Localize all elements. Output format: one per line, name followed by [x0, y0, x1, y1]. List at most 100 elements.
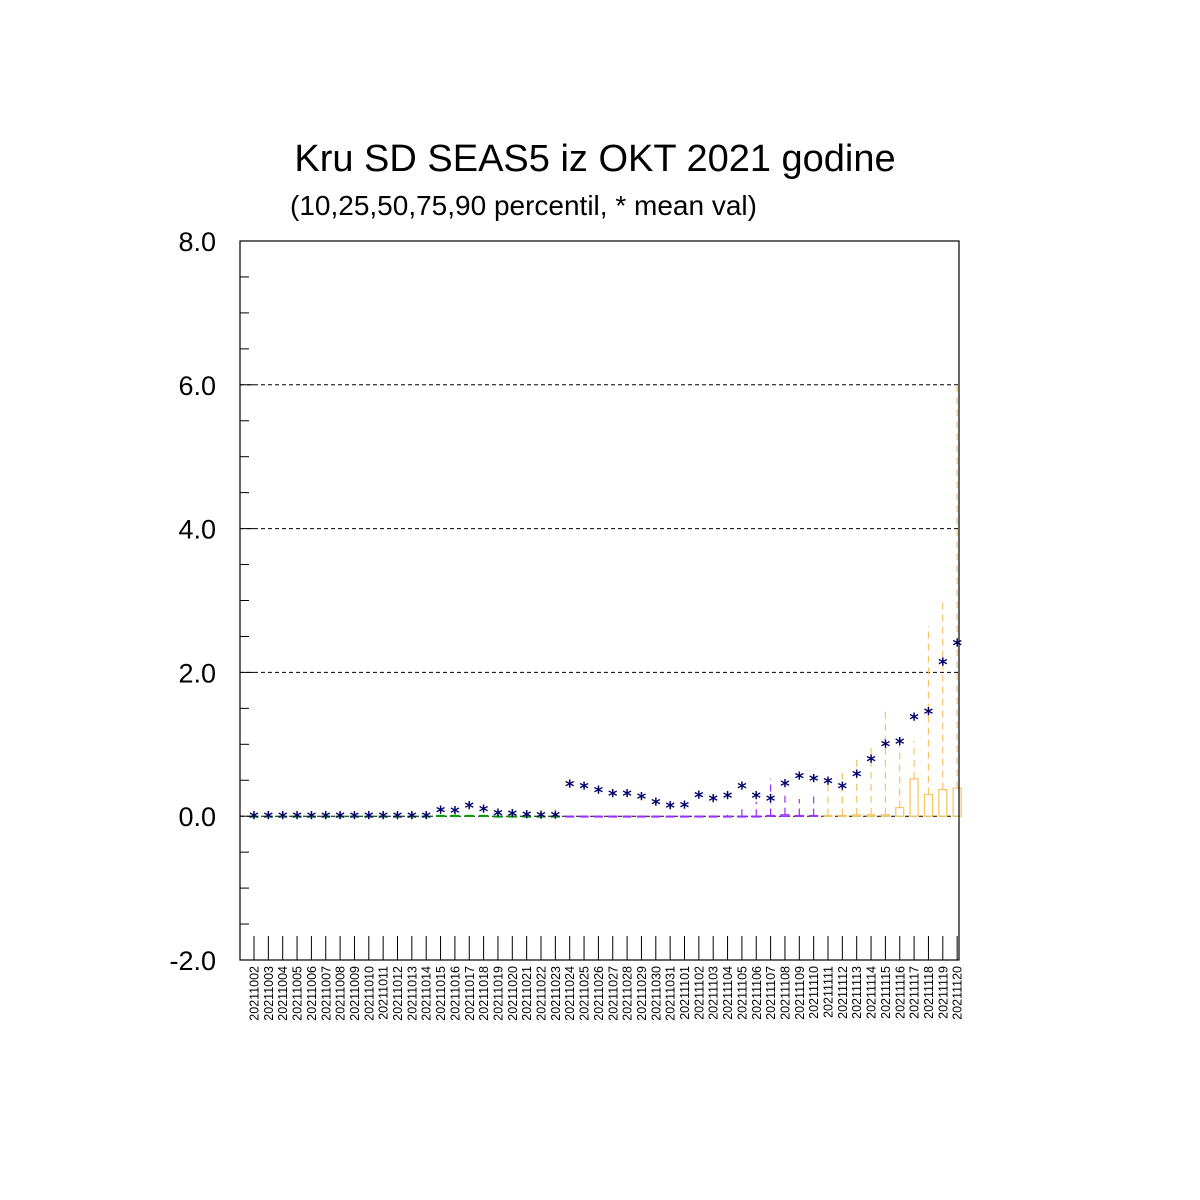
minor-tick-layer — [240, 276, 249, 925]
mean-marker: * — [723, 788, 733, 809]
x-tick-label: 20211028 — [621, 966, 635, 1021]
x-tick-label: 20211108 — [778, 966, 792, 1020]
y-tick-label: 0.0 — [178, 802, 216, 832]
mean-marker: * — [780, 776, 790, 797]
mean-marker: * — [938, 654, 948, 675]
mean-marker: * — [608, 786, 618, 807]
box-20211024 — [565, 815, 575, 818]
x-tick-label: 20211110 — [807, 966, 821, 1019]
mean-marker: * — [249, 808, 259, 829]
box-20211018 — [479, 814, 489, 817]
y-tick-label: 2.0 — [178, 658, 216, 688]
mean-marker: * — [809, 771, 819, 792]
mean-marker: * — [579, 779, 589, 800]
x-tick-label: 20211029 — [635, 966, 649, 1021]
x-tick-label: 20211020 — [506, 966, 520, 1021]
x-tick-label: 20211107 — [764, 966, 778, 1020]
y-tick-label: -2.0 — [169, 946, 216, 976]
box-20211120 — [952, 381, 962, 817]
x-tick-label: 20211002 — [248, 966, 262, 1021]
box-20211105 — [737, 807, 747, 818]
box-20211017 — [464, 814, 474, 817]
box-20211010 — [364, 815, 374, 818]
x-tick-label: 20211102 — [692, 966, 706, 1020]
box-20211102 — [694, 815, 704, 818]
mean-marker: * — [335, 808, 345, 829]
box-20211014 — [421, 815, 431, 818]
box-20211119 — [938, 601, 948, 817]
box-20211022 — [536, 815, 546, 818]
x-tick-label: 20211006 — [305, 966, 319, 1021]
mean-marker: * — [680, 797, 690, 818]
x-tick-label: 20211117 — [908, 966, 922, 1019]
mean-marker: * — [909, 710, 919, 731]
grid-layer — [240, 240, 959, 817]
x-tick-label: 20211004 — [276, 966, 290, 1021]
x-tick-label: 20211103 — [707, 966, 721, 1020]
x-tick-label: 20211019 — [491, 966, 505, 1021]
mean-marker: * — [536, 807, 546, 828]
x-tick-label: 20211119 — [936, 966, 950, 1019]
x-tick-label: 20211012 — [391, 966, 405, 1021]
box-20211009 — [349, 815, 360, 818]
x-tick-label: 20211003 — [262, 966, 276, 1021]
box-iqr — [938, 788, 948, 817]
mean-marker: * — [766, 791, 776, 812]
box-20211013 — [407, 815, 417, 818]
x-tick-label: 20211030 — [649, 966, 663, 1021]
mean-marker: * — [321, 808, 331, 829]
box-20211003 — [263, 815, 273, 818]
x-tick-label: 20211023 — [549, 966, 563, 1021]
x-tick-label: 20211112 — [836, 966, 850, 1019]
box-20211004 — [278, 815, 288, 818]
x-tick-label: 20211021 — [520, 966, 534, 1021]
mean-marker: * — [952, 636, 962, 657]
box-20211107 — [765, 778, 776, 817]
x-tick-label: 20211015 — [434, 966, 448, 1021]
box-20211106 — [751, 801, 761, 818]
x-tick-label: 20211109 — [793, 966, 807, 1020]
mean-marker: * — [436, 802, 446, 823]
mean-marker: * — [551, 807, 561, 828]
mean-marker: * — [350, 808, 360, 829]
box-20211012 — [392, 815, 403, 818]
mean-marker: * — [264, 808, 274, 829]
y-axis: -2.0 0.0 2.0 4.0 6.0 8.0 — [169, 227, 254, 976]
x-tick-label: 20211031 — [664, 966, 678, 1021]
x-tick-label: 20211106 — [750, 966, 764, 1020]
mean-marker: * — [752, 788, 762, 809]
x-tick-label: 20211022 — [535, 966, 549, 1021]
mean-marker: * — [737, 779, 747, 800]
mean-marker: * — [292, 808, 302, 829]
box-iqr — [909, 778, 919, 817]
box-iqr — [895, 806, 905, 817]
x-tick-label: 20211026 — [592, 966, 606, 1021]
box-20211111 — [823, 780, 833, 817]
box-20211005 — [292, 815, 302, 818]
mean-marker: * — [866, 751, 876, 772]
mean-marker: * — [594, 782, 604, 803]
mean-marker: * — [364, 808, 374, 829]
box-20211118 — [923, 625, 934, 817]
mean-marker: * — [895, 734, 905, 755]
x-tick-label: 20211104 — [721, 966, 735, 1020]
box-20211027 — [608, 815, 618, 818]
mean-marker: * — [694, 787, 704, 808]
mean-marker: * — [838, 779, 848, 800]
x-tick-label: 20211111 — [822, 966, 836, 1018]
y-tick-label: 8.0 — [178, 227, 216, 257]
y-tick-label: 4.0 — [178, 515, 216, 545]
mean-marker: * — [278, 808, 288, 829]
mean-marker: * — [708, 791, 718, 812]
x-axis: 20211002 20211003 20211004 20211005 20211006… — [248, 936, 965, 1021]
mean-marker: * — [881, 736, 891, 757]
x-tick-label: 20211018 — [477, 966, 491, 1021]
x-tick-label: 20211017 — [463, 966, 477, 1021]
box-20211016 — [450, 814, 460, 817]
mean-marker: * — [823, 774, 833, 795]
x-tick-label: 20211011 — [377, 966, 391, 1020]
box-iqr — [952, 787, 962, 817]
x-tick-label: 20211007 — [319, 966, 333, 1021]
box-20211112 — [837, 773, 847, 817]
